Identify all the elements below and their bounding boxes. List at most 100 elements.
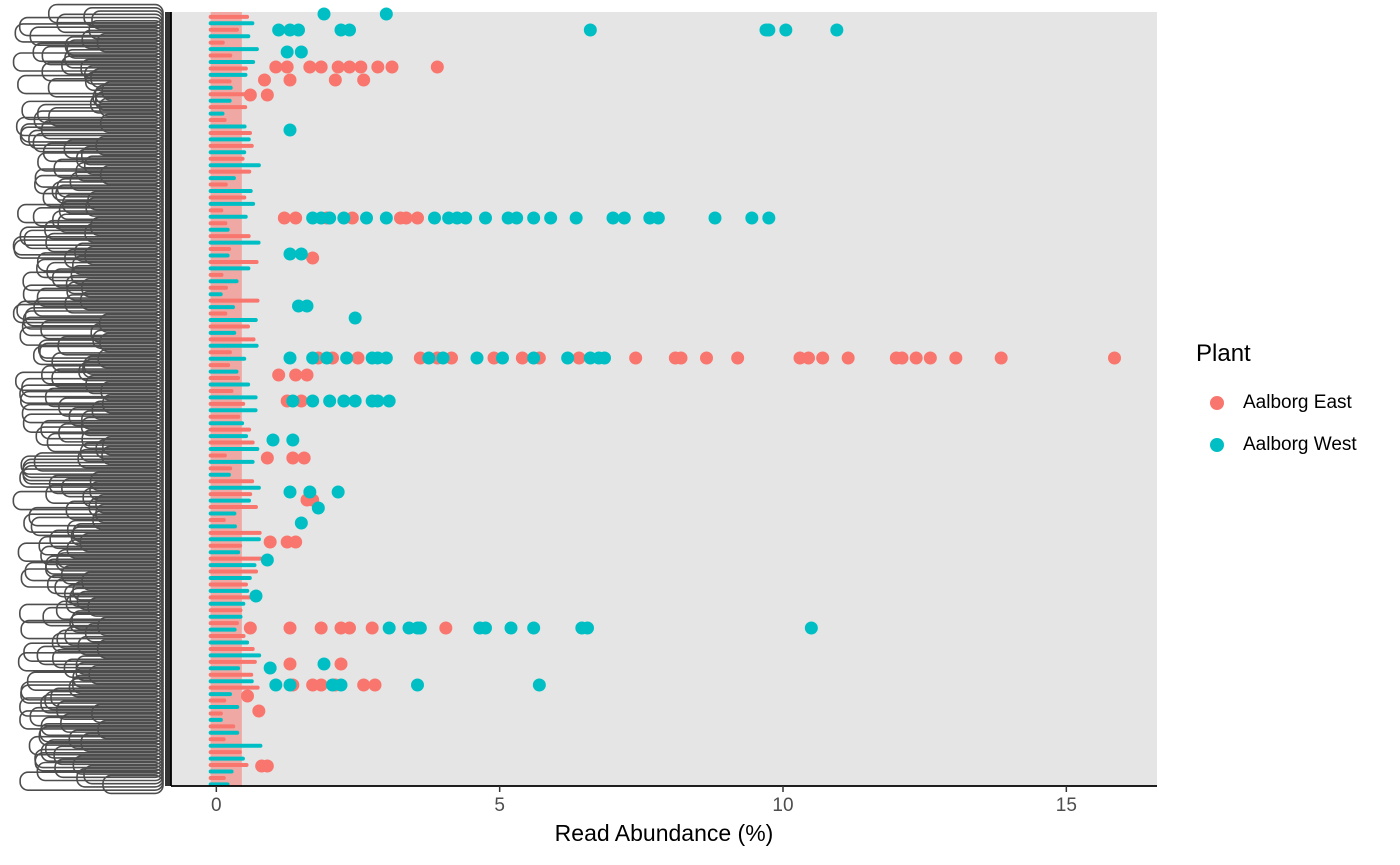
point-aalborg-east bbox=[909, 351, 923, 365]
point-aalborg-west bbox=[422, 351, 436, 365]
point-aalborg-west bbox=[323, 394, 337, 408]
point-aalborg-east bbox=[802, 351, 815, 365]
point-aalborg-west bbox=[371, 394, 385, 408]
point-aalborg-east bbox=[371, 60, 385, 74]
point-aalborg-west bbox=[283, 351, 297, 365]
point-aalborg-west bbox=[527, 621, 541, 635]
x-tick-label: 10 bbox=[772, 795, 793, 816]
point-aalborg-east bbox=[629, 351, 643, 365]
point-aalborg-west bbox=[334, 678, 348, 692]
plot-panel bbox=[171, 12, 1157, 786]
point-aalborg-west bbox=[320, 351, 334, 365]
point-aalborg-east bbox=[368, 678, 382, 692]
point-aalborg-west bbox=[830, 23, 844, 37]
legend-title: Plant bbox=[1196, 340, 1251, 367]
point-aalborg-east bbox=[334, 657, 348, 671]
point-aalborg-west bbox=[306, 351, 320, 365]
point-aalborg-east bbox=[949, 351, 963, 365]
point-aalborg-east bbox=[994, 351, 1008, 365]
point-aalborg-west bbox=[504, 621, 518, 635]
point-aalborg-west bbox=[331, 485, 345, 499]
legend-label-aalborg-west: Aalborg West bbox=[1243, 434, 1357, 455]
point-aalborg-west bbox=[581, 621, 594, 635]
point-aalborg-west bbox=[379, 7, 393, 21]
point-aalborg-west bbox=[292, 23, 305, 37]
point-aalborg-east bbox=[365, 621, 379, 635]
point-aalborg-east bbox=[923, 351, 937, 365]
point-aalborg-west bbox=[266, 433, 280, 447]
point-aalborg-east bbox=[280, 60, 294, 74]
point-aalborg-west bbox=[569, 211, 583, 225]
point-aalborg-west bbox=[283, 678, 297, 692]
point-aalborg-west bbox=[300, 299, 314, 313]
point-aalborg-west bbox=[348, 394, 362, 408]
point-aalborg-west bbox=[360, 211, 373, 225]
point-aalborg-east bbox=[241, 689, 254, 703]
point-aalborg-east bbox=[252, 704, 266, 718]
y-tick-label bbox=[47, 3, 164, 24]
point-aalborg-west bbox=[379, 351, 393, 365]
point-aalborg-west bbox=[436, 351, 450, 365]
point-aalborg-west bbox=[294, 516, 308, 530]
point-aalborg-west bbox=[311, 501, 325, 515]
point-aalborg-east bbox=[343, 621, 356, 635]
point-aalborg-east bbox=[260, 88, 274, 102]
point-aalborg-east bbox=[700, 351, 713, 365]
point-aalborg-west bbox=[294, 247, 308, 261]
point-aalborg-east bbox=[430, 60, 444, 74]
point-aalborg-east bbox=[303, 60, 317, 74]
point-aalborg-west bbox=[583, 23, 597, 37]
point-aalborg-east bbox=[283, 73, 297, 87]
point-aalborg-west bbox=[317, 657, 331, 671]
point-aalborg-west bbox=[527, 211, 541, 225]
point-aalborg-east bbox=[272, 368, 286, 382]
point-aalborg-west bbox=[283, 247, 297, 261]
legend-item-aalborg-west: Aalborg West bbox=[1196, 424, 1396, 466]
point-aalborg-east bbox=[300, 368, 314, 382]
point-aalborg-east bbox=[895, 351, 909, 365]
point-aalborg-east bbox=[243, 88, 257, 102]
point-aalborg-west bbox=[411, 678, 424, 692]
point-aalborg-west bbox=[280, 45, 294, 59]
point-aalborg-west bbox=[708, 211, 722, 225]
point-aalborg-east bbox=[731, 351, 745, 365]
point-aalborg-west bbox=[779, 23, 793, 37]
legend-item-aalborg-east: Aalborg East bbox=[1196, 382, 1396, 424]
y-axis-ticks bbox=[165, 12, 171, 786]
point-aalborg-east bbox=[283, 657, 297, 671]
point-aalborg-east bbox=[515, 351, 529, 365]
point-aalborg-west bbox=[337, 211, 351, 225]
point-aalborg-east bbox=[289, 211, 303, 225]
point-aalborg-east bbox=[269, 60, 283, 74]
point-aalborg-west bbox=[496, 351, 509, 365]
point-aalborg-east bbox=[1108, 351, 1121, 365]
point-aalborg-west bbox=[382, 394, 396, 408]
point-aalborg-east bbox=[411, 211, 424, 225]
point-aalborg-west bbox=[544, 211, 558, 225]
legend: Plant Aalborg East Aalborg West bbox=[1196, 340, 1396, 466]
point-aalborg-west bbox=[598, 351, 611, 365]
point-aalborg-east bbox=[263, 535, 277, 549]
point-aalborg-west bbox=[272, 23, 286, 37]
point-aalborg-east bbox=[385, 60, 399, 74]
point-aalborg-west bbox=[606, 211, 620, 225]
point-aalborg-west bbox=[532, 678, 546, 692]
point-aalborg-west bbox=[260, 553, 274, 567]
point-aalborg-east bbox=[260, 759, 274, 773]
point-aalborg-west bbox=[459, 211, 473, 225]
point-aalborg-east bbox=[841, 351, 855, 365]
point-aalborg-west bbox=[762, 211, 776, 225]
legend-label-aalborg-east: Aalborg East bbox=[1243, 392, 1352, 413]
point-aalborg-east bbox=[439, 621, 453, 635]
x-tick-label: 15 bbox=[1056, 795, 1077, 816]
point-aalborg-east bbox=[328, 73, 342, 87]
point-aalborg-east bbox=[343, 60, 356, 74]
point-aalborg-west bbox=[651, 211, 665, 225]
point-aalborg-east bbox=[314, 621, 328, 635]
point-aalborg-east bbox=[399, 211, 413, 225]
point-aalborg-east bbox=[243, 621, 257, 635]
legend-key-aalborg-east bbox=[1210, 396, 1224, 410]
point-aalborg-east bbox=[283, 621, 297, 635]
point-aalborg-west bbox=[263, 661, 277, 675]
